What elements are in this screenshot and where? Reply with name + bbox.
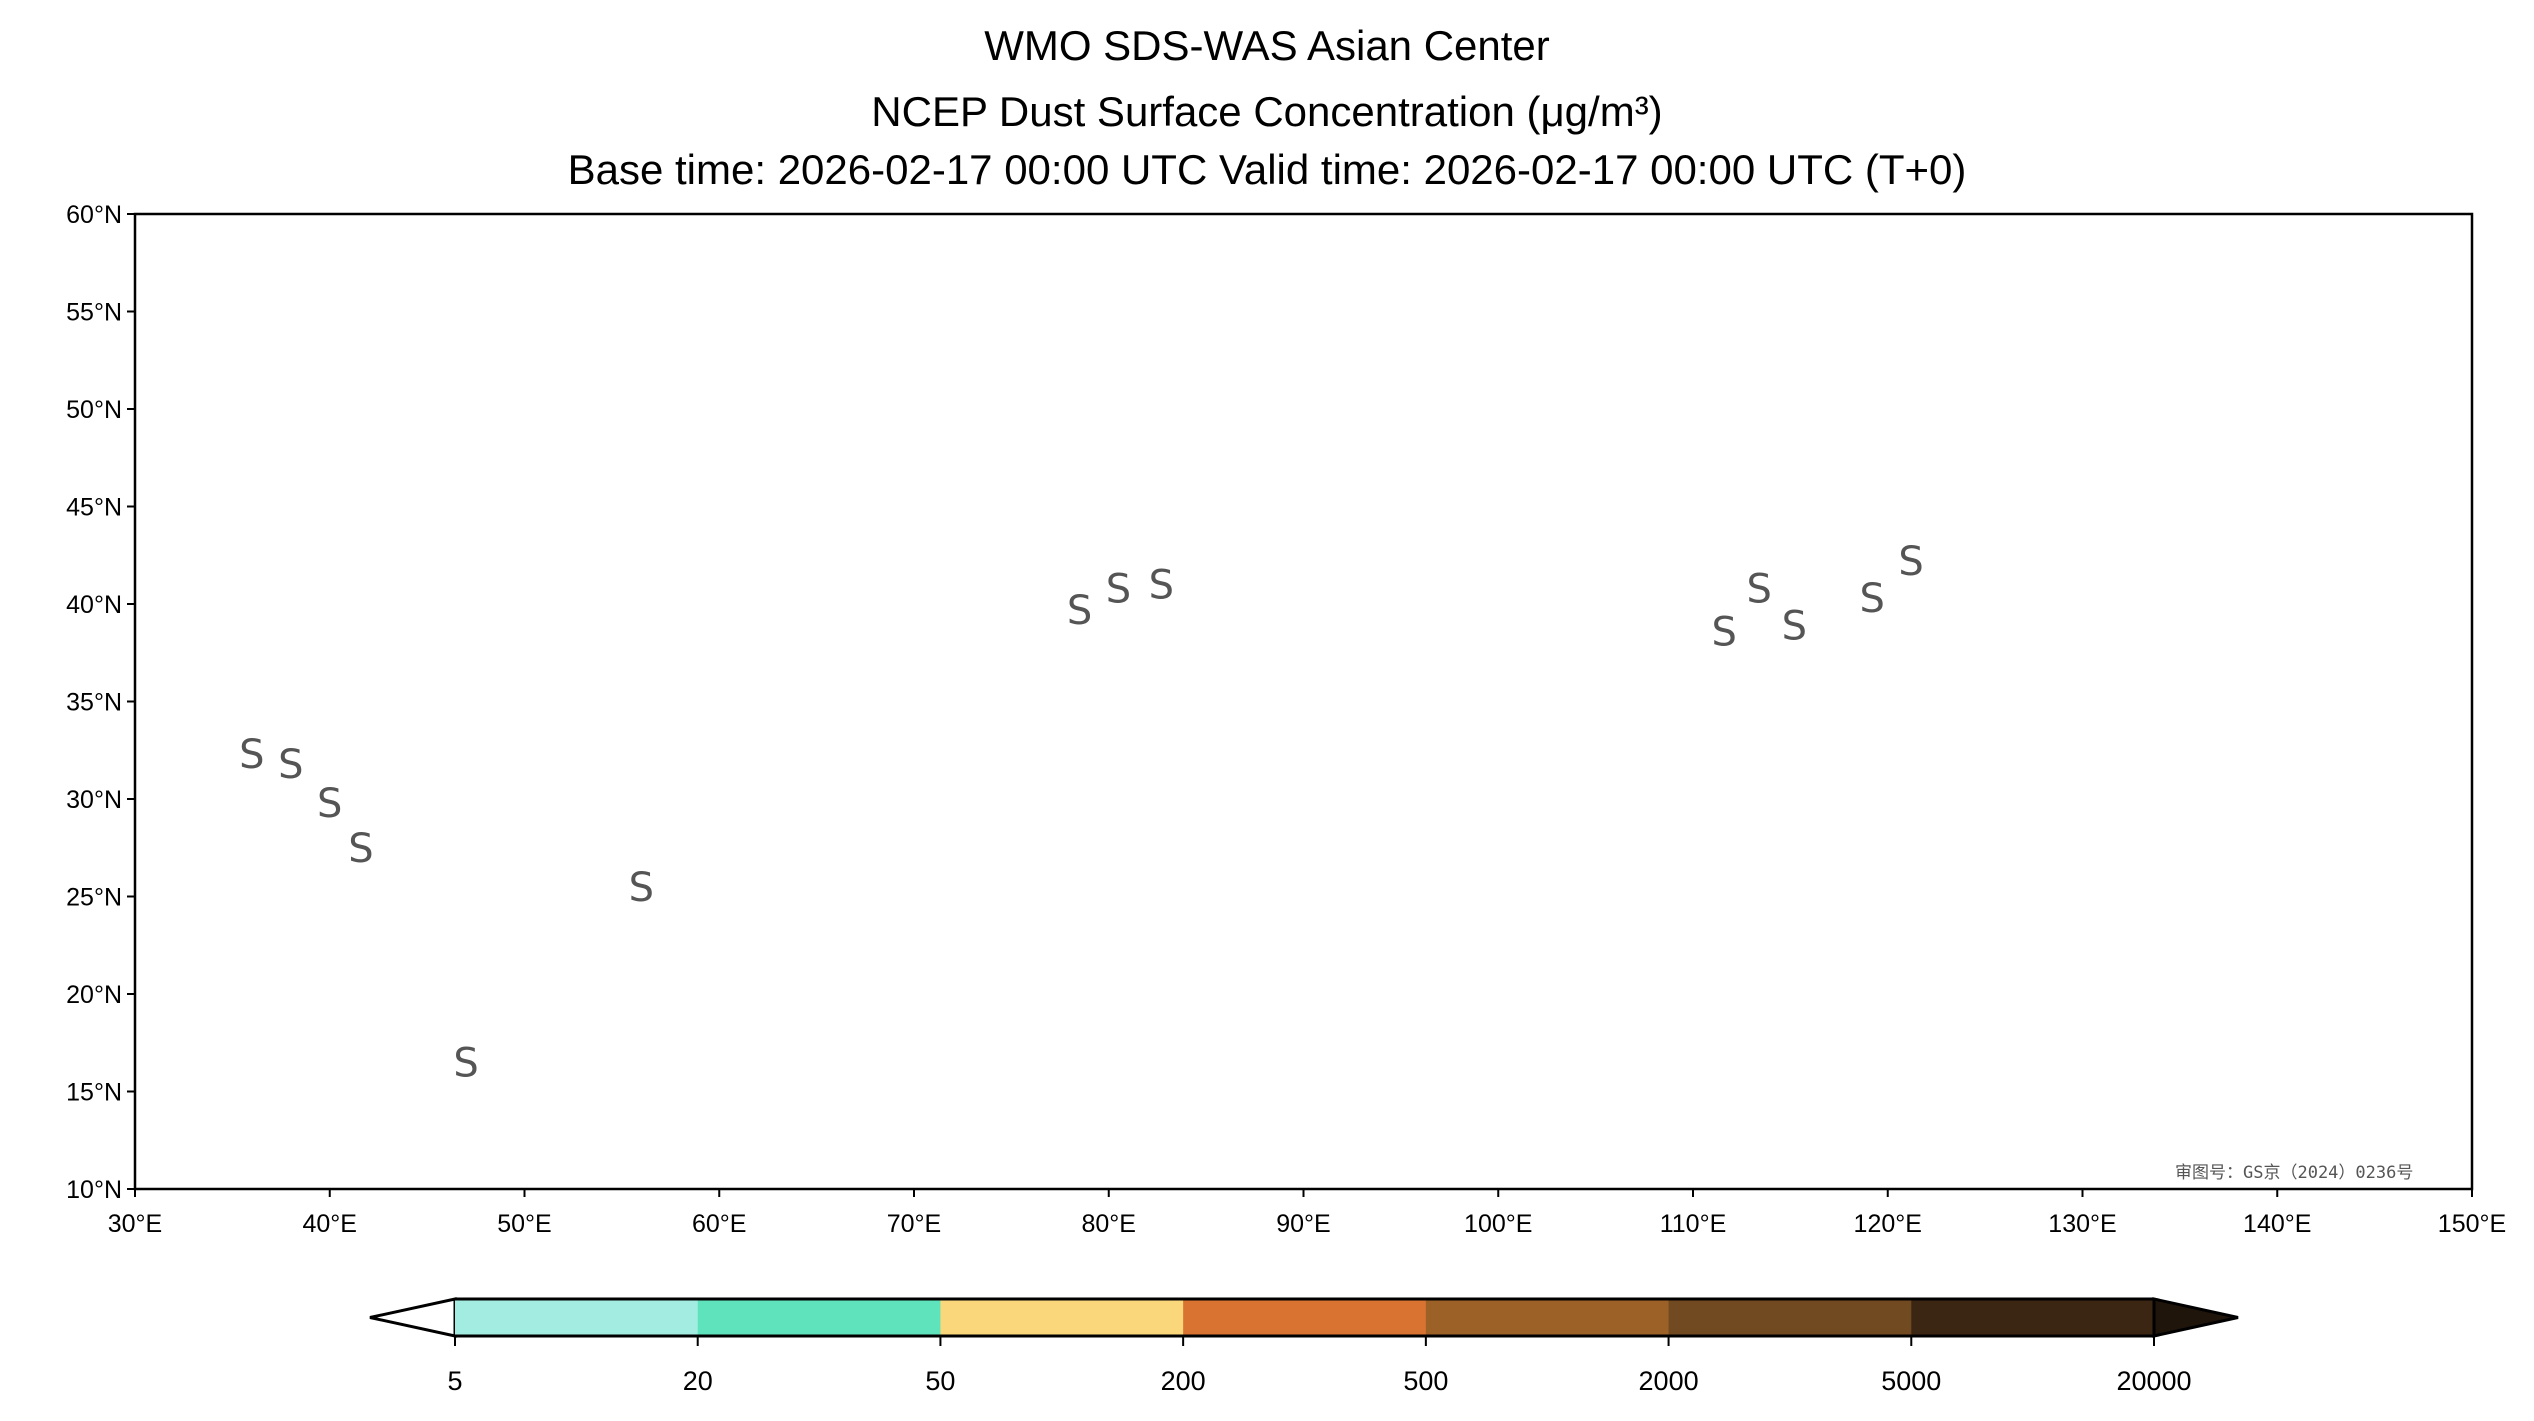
- lon-tick-label: 40°E: [303, 1210, 357, 1238]
- lat-tick-label: 30°N: [66, 786, 122, 814]
- lat-tick-label: 45°N: [66, 494, 122, 522]
- dust-storm-marker: S: [1067, 588, 1092, 634]
- lon-tick-label: 30°E: [108, 1210, 162, 1238]
- colorbar-level-label: 200: [1161, 1366, 1206, 1396]
- lat-tick-label: 25°N: [66, 884, 122, 912]
- title-product: NCEP Dust Surface Concentration (μg/m³): [871, 88, 1663, 135]
- dust-storm-marker: S: [278, 742, 303, 788]
- lon-tick-label: 140°E: [2243, 1210, 2311, 1238]
- dust-storm-marker: S: [348, 826, 373, 872]
- map-approval-watermark: 审图号：GS京（2024）0236号: [2175, 1163, 2414, 1183]
- dust-storm-marker: S: [453, 1040, 478, 1086]
- colorbar-level-label: 50: [925, 1366, 955, 1396]
- dust-storm-marker: S: [1106, 566, 1131, 612]
- dust-storm-marker: S: [1711, 609, 1736, 655]
- colorbar: 5 20 50 200 500 2000 5000 20000: [369, 1297, 2239, 1396]
- dust-storm-marker: S: [1747, 566, 1772, 612]
- lon-tick-label: 100°E: [1464, 1210, 1532, 1238]
- colorbar-segment: [1668, 1299, 1912, 1336]
- arabian-sea-bay-of-bengal: [388, 0, 1469, 19]
- colorbar-segment: [940, 1299, 1184, 1336]
- dust-storm-marker: S: [1898, 539, 1923, 585]
- map-background: [135, 214, 2472, 1189]
- lat-tick-label: 15°N: [66, 1079, 122, 1107]
- lat-tick-label: 20°N: [66, 981, 122, 1009]
- dust-storm-marker: S: [317, 781, 342, 827]
- border-indochina: [1498, 0, 1644, 9]
- dust-5-20: [135, 0, 1342, 19]
- colorbar-segment: [1425, 1299, 1670, 1336]
- lon-tick-label: 60°E: [692, 1210, 746, 1238]
- lat-tick-label: 55°N: [66, 299, 122, 327]
- colorbar-level-label: 2000: [1639, 1366, 1699, 1396]
- lon-tick-label: 110°E: [1660, 1210, 1727, 1238]
- lat-tick-label: 10°N: [66, 1176, 122, 1204]
- colorbar-level-label: 5000: [1881, 1366, 1941, 1396]
- lat-tick-label: 35°N: [66, 689, 122, 717]
- lon-tick-label: 70°E: [887, 1210, 941, 1238]
- dust-storm-marker: S: [239, 732, 264, 778]
- colorbar-level-label: 20: [683, 1366, 713, 1396]
- colorbar-under-arrow: [369, 1297, 457, 1338]
- colorbar-segment: [455, 1299, 699, 1336]
- lat-tick-label: 40°N: [66, 591, 122, 619]
- lon-tick-label: 120°E: [1854, 1210, 1922, 1238]
- dust-storm-marker: S: [1782, 603, 1807, 649]
- pacific-ocean: [1596, 0, 2472, 58]
- colorbar-segment: [1911, 1299, 2155, 1336]
- lon-tick-label: 90°E: [1276, 1210, 1330, 1238]
- lon-tick-label: 150°E: [2438, 1210, 2506, 1238]
- colorbar-level-label: 500: [1403, 1366, 1448, 1396]
- lon-tick-label: 50°E: [497, 1210, 551, 1238]
- dust-storm-marker: S: [1149, 563, 1174, 609]
- colorbar-over-arrow: [2152, 1297, 2239, 1338]
- colorbar-level-label: 20000: [2116, 1366, 2191, 1396]
- dust-storm-marker: S: [1859, 576, 1884, 622]
- colorbar-level-label: 5: [447, 1366, 462, 1396]
- lat-tick-label: 60°N: [66, 201, 122, 229]
- lon-tick-label: 80°E: [1082, 1210, 1136, 1238]
- lon-tick-label: 130°E: [2048, 1210, 2116, 1238]
- lat-tick-label: 50°N: [66, 396, 122, 424]
- colorbar-segment: [1183, 1299, 1427, 1336]
- dust-20-50-arabia: [135, 0, 856, 19]
- title-center: WMO SDS-WAS Asian Center: [984, 22, 1550, 69]
- dust-storm-marker: S: [629, 865, 654, 911]
- title-times: Base time: 2026-02-17 00:00 UTC Valid ti…: [567, 146, 1967, 193]
- colorbar-segment: [697, 1299, 941, 1336]
- sri-lanka-north: [1105, 19, 1115, 29]
